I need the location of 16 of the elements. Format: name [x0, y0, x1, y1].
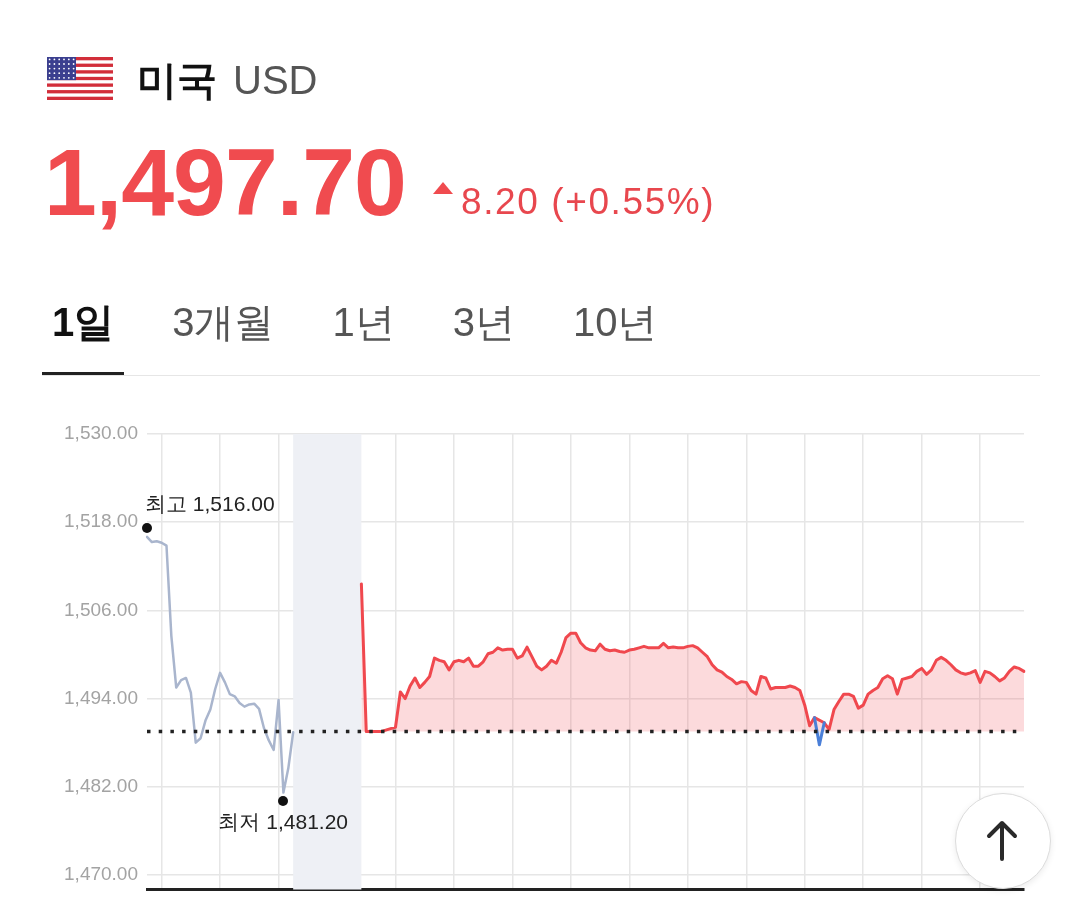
y-tick-label: 1,470.00	[64, 863, 138, 885]
y-tick-label: 1,482.00	[64, 774, 138, 796]
text: 3개월	[171, 299, 276, 346]
text: 3년	[451, 299, 516, 346]
y-tick-label: 1,530.00	[64, 422, 138, 444]
chart-subtitle: 1,497.70	[44, 128, 406, 237]
text: 1일	[42, 292, 125, 375]
text: 1년	[331, 299, 396, 346]
chart-title: 미국 USD	[137, 58, 318, 102]
text: 8.20 (+0.55%)	[461, 180, 716, 224]
y-tick-label: 1,506.00	[64, 598, 138, 620]
annotation: 최저 1,481.20	[218, 809, 349, 834]
text: 10년	[572, 299, 659, 346]
y-tick-label: 1,494.00	[64, 686, 138, 708]
y-tick-label: 1,518.00	[64, 510, 138, 532]
annotation: 최고 1,516.00	[145, 491, 275, 516]
